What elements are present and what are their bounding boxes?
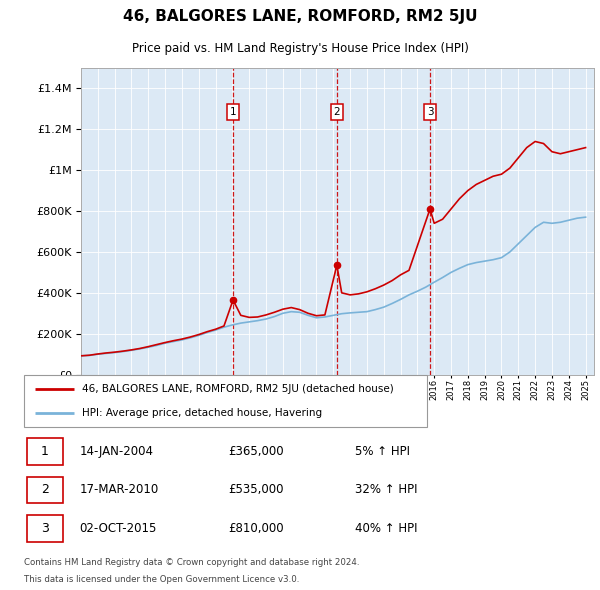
Text: 46, BALGORES LANE, ROMFORD, RM2 5JU (detached house): 46, BALGORES LANE, ROMFORD, RM2 5JU (det…: [82, 384, 394, 394]
Text: 14-JAN-2004: 14-JAN-2004: [79, 445, 153, 458]
Text: Contains HM Land Registry data © Crown copyright and database right 2024.: Contains HM Land Registry data © Crown c…: [24, 558, 359, 568]
Text: 3: 3: [427, 107, 433, 117]
Text: £535,000: £535,000: [228, 483, 284, 497]
Text: 5% ↑ HPI: 5% ↑ HPI: [355, 445, 410, 458]
Text: Price paid vs. HM Land Registry's House Price Index (HPI): Price paid vs. HM Land Registry's House …: [131, 42, 469, 55]
Bar: [27, 438, 62, 464]
Text: 40% ↑ HPI: 40% ↑ HPI: [355, 522, 418, 535]
Bar: [27, 477, 62, 503]
Bar: [24, 375, 427, 427]
Text: 1: 1: [230, 107, 236, 117]
Text: 1: 1: [41, 445, 49, 458]
Text: This data is licensed under the Open Government Licence v3.0.: This data is licensed under the Open Gov…: [24, 575, 299, 584]
Text: 2: 2: [41, 483, 49, 497]
Text: 46, BALGORES LANE, ROMFORD, RM2 5JU: 46, BALGORES LANE, ROMFORD, RM2 5JU: [123, 9, 477, 24]
Text: £810,000: £810,000: [228, 522, 284, 535]
Text: 32% ↑ HPI: 32% ↑ HPI: [355, 483, 418, 497]
Text: 02-OCT-2015: 02-OCT-2015: [79, 522, 157, 535]
Bar: [27, 516, 62, 542]
Text: HPI: Average price, detached house, Havering: HPI: Average price, detached house, Have…: [82, 408, 322, 418]
Text: £365,000: £365,000: [228, 445, 284, 458]
Text: 2: 2: [334, 107, 340, 117]
Text: 17-MAR-2010: 17-MAR-2010: [79, 483, 158, 497]
Text: 3: 3: [41, 522, 49, 535]
